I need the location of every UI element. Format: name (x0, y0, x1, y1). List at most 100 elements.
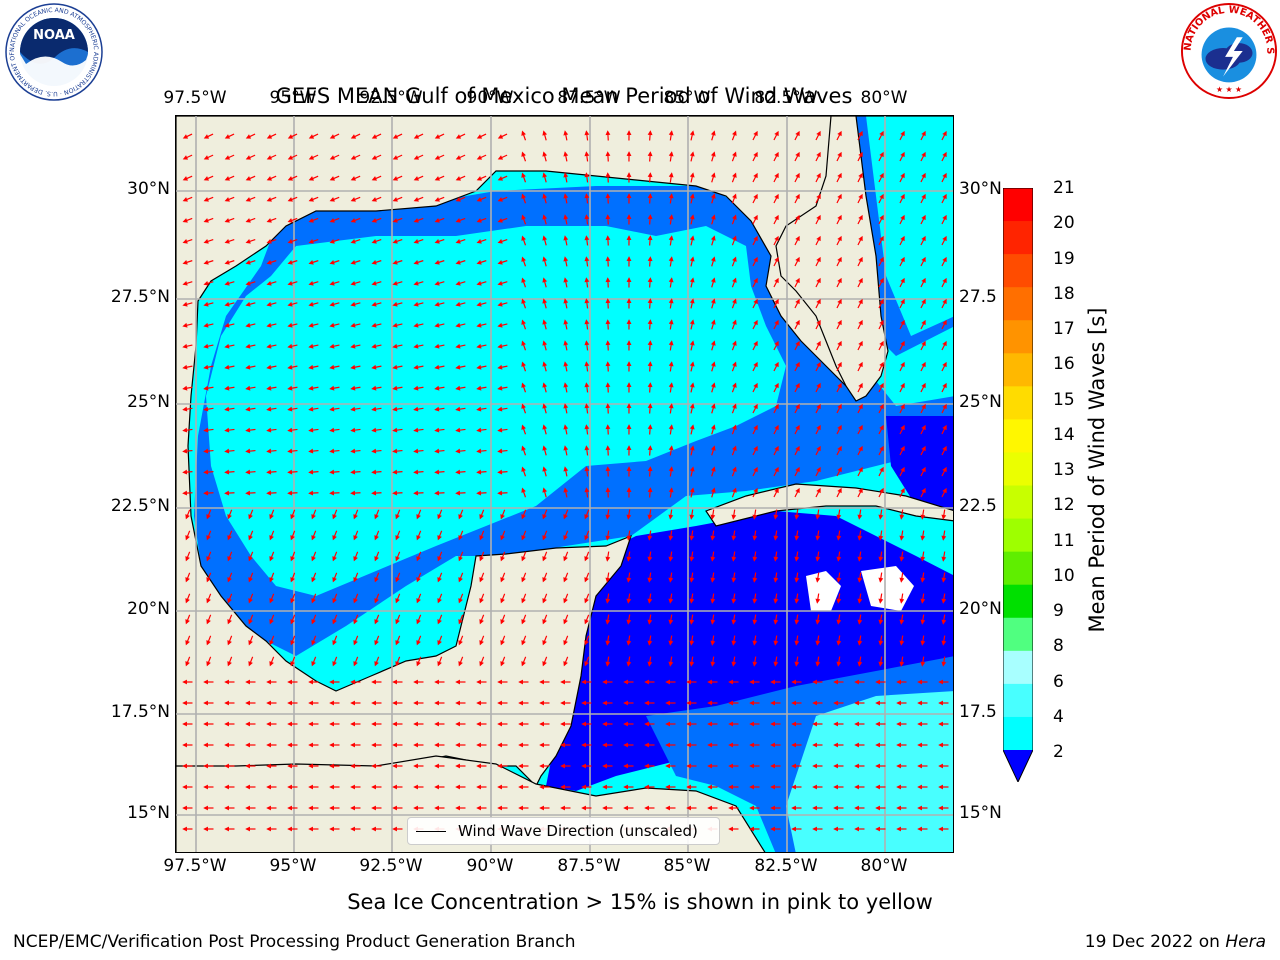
lat-tick-left: 30°N (127, 179, 170, 199)
wind-wave-arrowhead (245, 239, 251, 244)
wind-wave-arrowhead (308, 784, 313, 790)
wind-wave-arrowhead (308, 385, 314, 391)
wind-wave-arrowhead (563, 577, 568, 583)
wind-wave-arrowhead (287, 427, 293, 433)
wind-wave-arrowhead (266, 218, 272, 223)
wind-wave-arrowhead (921, 403, 926, 410)
wind-wave-arrowhead (794, 619, 800, 625)
wind-wave-arrowhead (353, 619, 358, 625)
wind-wave-arrowhead (689, 424, 695, 430)
wind-wave-arrowhead (476, 260, 482, 265)
wind-wave-arrowhead (920, 577, 926, 583)
wind-wave-arrowhead (308, 239, 314, 244)
wind-wave-arrowhead (182, 343, 188, 349)
wind-wave-arrowhead (858, 403, 863, 410)
wind-wave-arrowhead (329, 343, 335, 349)
wind-wave-arrowhead (710, 577, 716, 583)
wind-wave-arrowhead (816, 235, 821, 242)
wind-wave-arrowhead (332, 577, 337, 583)
wind-wave-arrowhead (605, 556, 611, 562)
wind-wave-arrowhead (497, 301, 503, 307)
wind-wave-arrowhead (371, 301, 377, 307)
wind-wave-arrowhead (227, 577, 232, 583)
wind-wave-arrowhead (791, 784, 796, 790)
wind-wave-arrowhead (413, 364, 419, 370)
wind-wave-arrowhead (203, 490, 209, 496)
wind-wave-arrowhead (605, 256, 611, 262)
wind-wave-arrowhead (521, 172, 526, 178)
wind-wave-arrowhead (774, 130, 779, 137)
wind-wave-arrowhead (308, 301, 314, 307)
wind-wave-arrowhead (605, 319, 611, 325)
wind-wave-arrowhead (437, 640, 442, 646)
wind-wave-arrowhead (416, 535, 421, 541)
wind-wave-arrowhead (329, 280, 335, 286)
wind-wave-arrowhead (203, 343, 209, 349)
wind-wave-arrowhead (203, 218, 209, 223)
wind-wave-arrowhead (753, 172, 758, 179)
wind-wave-arrowhead (308, 700, 313, 706)
wind-wave-arrowhead (584, 661, 589, 667)
wind-wave-arrowhead (602, 721, 607, 727)
colorbar-band (1003, 188, 1033, 222)
wind-wave-arrowhead (938, 721, 943, 727)
wind-wave-arrowhead (434, 176, 440, 181)
wind-wave-arrowhead (563, 214, 569, 220)
wind-wave-arrowhead (921, 340, 926, 347)
wind-wave-arrowhead (287, 364, 293, 370)
wind-wave-arrowhead (434, 427, 440, 433)
wind-wave-arrowhead (455, 197, 461, 202)
wind-wave-arrowhead (917, 700, 922, 706)
lon-tick-bottom: 90°W (466, 856, 514, 876)
wind-wave-arrowhead (816, 403, 821, 410)
wind-wave-arrowhead (521, 535, 526, 541)
lat-tick-right: 30°N (959, 179, 1002, 199)
colorbar-band (1003, 386, 1033, 420)
wind-wave-arrowhead (833, 763, 838, 769)
wind-wave-arrowhead (921, 298, 926, 305)
wind-wave-arrowhead (774, 424, 779, 431)
wind-wave-arrowhead (816, 445, 821, 452)
wind-wave-arrowhead (308, 322, 314, 328)
wind-wave-arrowhead (479, 535, 484, 541)
wind-wave-arrowhead (479, 556, 484, 562)
wind-wave-arrowhead (879, 466, 884, 473)
wind-wave-arrowhead (287, 742, 292, 748)
wind-wave-arrowhead (689, 535, 695, 541)
wind-wave-arrowhead (753, 487, 758, 494)
wind-wave-arrowhead (795, 235, 800, 242)
wind-wave-arrowhead (732, 403, 737, 409)
wind-wave-arrowhead (182, 721, 187, 727)
wind-wave-arrowhead (921, 193, 926, 200)
wind-wave-arrowhead (203, 155, 210, 160)
wind-wave-arrowhead (455, 364, 461, 370)
wind-wave-arrowhead (497, 343, 503, 349)
wind-wave-arrowhead (353, 661, 358, 667)
lat-tick-left: 17.5°N (110, 702, 170, 722)
wind-wave-arrowhead (371, 700, 376, 706)
wind-wave-arrowhead (668, 298, 674, 304)
wind-wave-arrowhead (836, 598, 842, 604)
wind-wave-arrowhead (815, 640, 821, 646)
wind-wave-arrowhead (623, 700, 628, 706)
wind-wave-arrowhead (795, 172, 800, 179)
wind-wave-arrowhead (434, 155, 441, 160)
wind-wave-arrowhead (584, 640, 589, 646)
wind-wave-arrowhead (371, 343, 377, 349)
wind-wave-arrowhead (245, 280, 251, 286)
wind-wave-arrowhead (879, 319, 884, 326)
wind-wave-arrowhead (899, 598, 905, 604)
wind-wave-arrowhead (245, 679, 250, 685)
wind-wave-arrowhead (815, 619, 821, 625)
wind-wave-arrowhead (308, 260, 314, 265)
wind-wave-arrowhead (476, 406, 482, 412)
wind-wave-arrowhead (308, 826, 313, 832)
wind-wave-arrowhead (413, 679, 418, 685)
wind-wave-arrowhead (350, 260, 356, 265)
wind-wave-arrowhead (605, 535, 611, 541)
wind-wave-arrowhead (455, 260, 461, 265)
wind-wave-arrowhead (710, 619, 716, 625)
wind-wave-arrowhead (584, 487, 590, 493)
wind-wave-arrowhead (833, 721, 838, 727)
wind-wave-arrowhead (794, 577, 800, 583)
